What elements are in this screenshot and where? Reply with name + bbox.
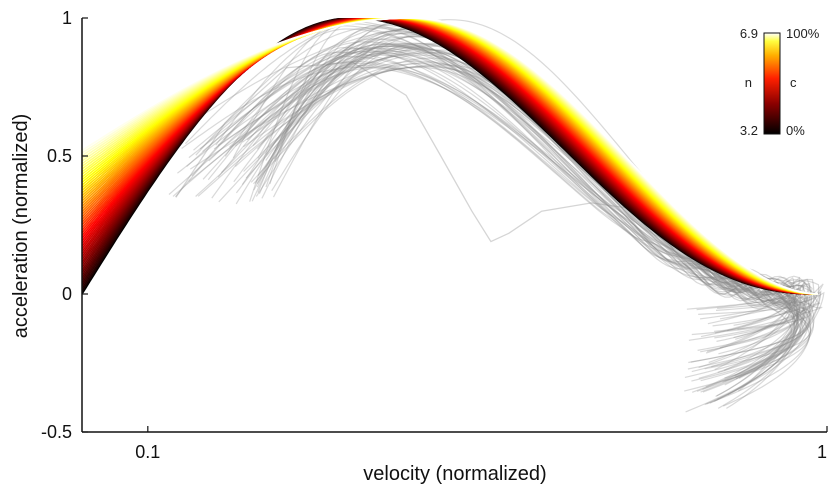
observed-trace bbox=[251, 38, 805, 355]
observed-trace bbox=[215, 28, 799, 404]
observed-trace bbox=[172, 52, 811, 386]
colorbar-c-label: c bbox=[790, 75, 797, 90]
colorbar-n-bottom: 3.2 bbox=[740, 123, 758, 138]
observed-trace bbox=[193, 45, 810, 392]
colorbar-c-bottom: 0% bbox=[786, 123, 805, 138]
y-tick-label: 1 bbox=[62, 8, 72, 28]
y-tick-label: 0.5 bbox=[47, 146, 72, 166]
observed-trace bbox=[191, 47, 815, 382]
x-axis-title: velocity (normalized) bbox=[363, 463, 546, 485]
colorbar-n-top: 6.9 bbox=[740, 26, 758, 41]
colorbar-n-label: n bbox=[745, 75, 752, 90]
observed-trace bbox=[175, 60, 813, 332]
y-axis-title: acceleration (normalized) bbox=[10, 114, 32, 339]
observed-trace bbox=[265, 46, 799, 352]
observed-trace bbox=[223, 41, 820, 377]
observed-trace bbox=[232, 20, 807, 341]
colorbar: 6.9 n 3.2 100% c 0% bbox=[740, 26, 820, 138]
observed-trace bbox=[253, 62, 795, 315]
y-tick-label: -0.5 bbox=[41, 422, 72, 442]
observed-trace bbox=[249, 25, 795, 325]
observed-trace bbox=[202, 45, 809, 364]
observed-trace bbox=[207, 50, 807, 363]
y-tick-label: 0 bbox=[62, 284, 72, 304]
observed-trace bbox=[257, 55, 821, 340]
axis-ticks: 0.1 1 -0.5 0 0.5 1 bbox=[41, 8, 828, 462]
observed-trace bbox=[211, 43, 803, 397]
observed-trace bbox=[274, 42, 806, 336]
model-curves bbox=[82, 18, 819, 295]
observed-trace bbox=[254, 47, 795, 406]
observed-trace bbox=[224, 51, 806, 327]
observed-trace bbox=[217, 54, 822, 380]
observed-trace bbox=[235, 50, 808, 370]
observed-trace bbox=[168, 42, 802, 393]
observed-trace bbox=[181, 66, 813, 409]
observed-trace bbox=[235, 66, 799, 379]
x-tick-label: 1 bbox=[817, 442, 827, 462]
colorbar-c-top: 100% bbox=[786, 26, 820, 41]
observed-trace bbox=[265, 52, 823, 330]
model-curve bbox=[82, 18, 819, 295]
colorbar-gradient bbox=[763, 32, 781, 135]
observed-trace bbox=[197, 65, 802, 382]
observed-trace bbox=[175, 61, 687, 243]
observed-trace bbox=[269, 23, 812, 370]
x-tick-label: 0.1 bbox=[135, 442, 160, 462]
observed-trace bbox=[195, 66, 800, 393]
observed-trace bbox=[220, 19, 821, 378]
